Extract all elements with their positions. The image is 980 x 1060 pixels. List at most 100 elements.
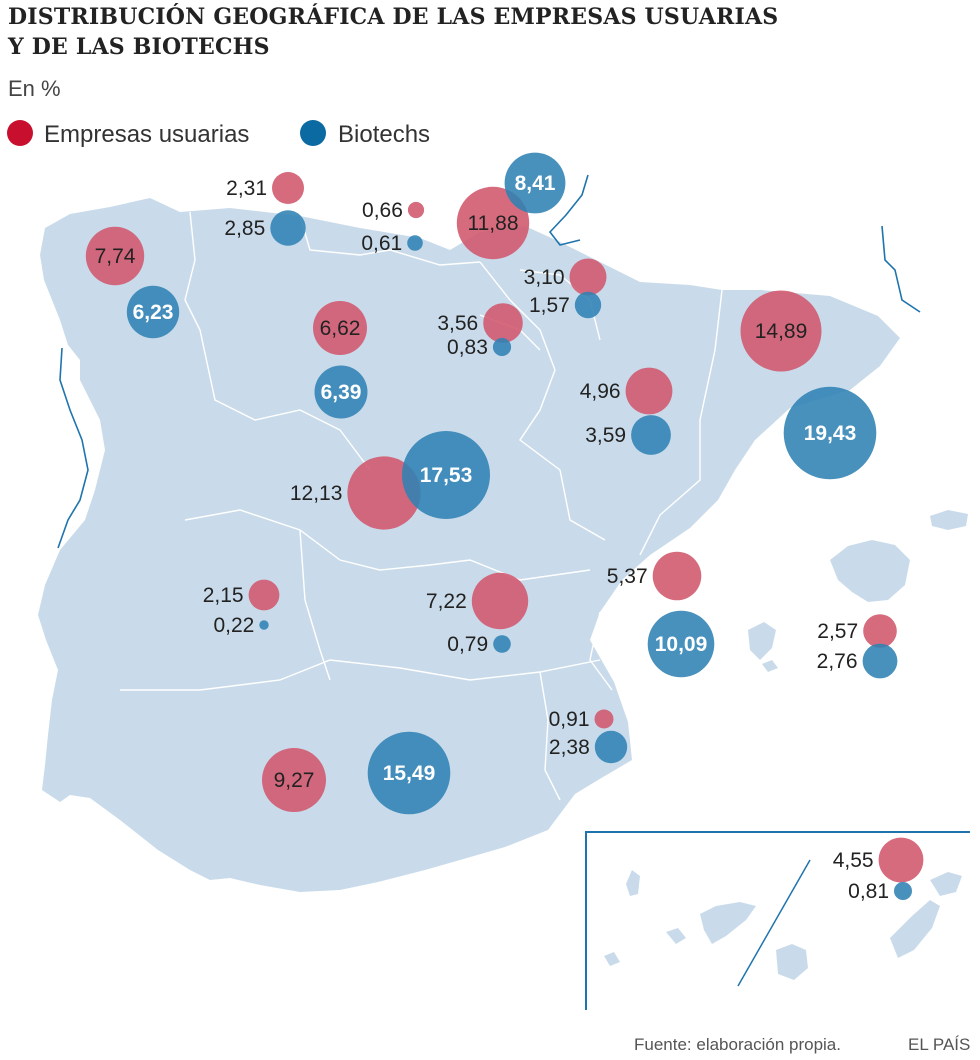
bubble-labels: 7,74 2,31 0,66 11,88 3,10 3,56 6,62 14,89 4,96 12… (95, 172, 889, 903)
island-fuerteventura (890, 900, 940, 958)
canary-inset (585, 831, 970, 1010)
subtitle: En % (8, 76, 61, 101)
title-line-1: DISTRIBUCIÓN GEOGRÁFICA DE LAS EMPRESAS … (8, 3, 778, 30)
label-usuarias-2: 2,31 (226, 177, 267, 200)
coast-portugal-north (57, 347, 89, 549)
label-biotechs-15: 2,38 (549, 736, 590, 759)
legend-usuarias-label: Empresas usuarias (44, 121, 249, 148)
inset-frame (585, 831, 970, 1010)
coast-details (57, 174, 921, 549)
label-biotechs-10: 17,53 (420, 464, 473, 487)
island-formentera (762, 660, 778, 672)
island-lanzarote (930, 872, 962, 896)
label-biotechs-9: 3,59 (585, 424, 626, 447)
border-aragon-w (479, 261, 606, 541)
brand-logo: EL PAÍS (908, 1035, 970, 1054)
island-el-hierro (604, 952, 620, 966)
label-biotechs-5: 1,57 (529, 294, 570, 317)
label-biotechs-6: 0,83 (447, 336, 488, 359)
label-usuarias-7: 6,62 (320, 317, 361, 340)
label-biotechs-7: 6,39 (321, 381, 362, 404)
legend: Empresas usuarias Biotechs (7, 120, 430, 148)
border-cantabria (299, 215, 481, 266)
label-biotechs-14: 2,76 (817, 650, 858, 673)
bubble-biotechs-13 (647, 610, 715, 678)
bubble-usuarias-5 (569, 258, 607, 296)
island-ibiza (748, 622, 776, 660)
label-biotechs-1: 6,23 (133, 301, 174, 324)
bubble-biotechs-14 (862, 643, 898, 679)
bubbles-biotechs (126, 152, 912, 900)
label-usuarias-11: 2,15 (203, 584, 244, 607)
border-valencia (589, 611, 613, 691)
label-biotechs-11: 0,22 (213, 614, 254, 637)
bubble-usuarias-13 (652, 551, 702, 601)
label-usuarias-13: 5,37 (607, 565, 648, 588)
label-usuarias-8: 14,89 (755, 320, 808, 343)
bubble-usuarias-1 (85, 226, 145, 286)
bubble-usuarias-17 (878, 837, 924, 883)
label-usuarias-12: 7,22 (426, 590, 467, 613)
bubble-usuarias-9 (625, 367, 673, 415)
border-andalucia-n (120, 659, 601, 691)
source-note: Fuente: elaboración propia. (634, 1035, 841, 1054)
label-usuarias-10: 12,13 (290, 482, 343, 505)
label-usuarias-6: 3,56 (437, 312, 478, 335)
label-biotechs-2: 2,85 (224, 217, 265, 240)
label-biotechs-17: 0,81 (848, 880, 889, 903)
bubbles-usuarias (85, 172, 924, 883)
inset-divider (737, 859, 811, 987)
bubble-biotechs-16 (367, 731, 451, 815)
bubble-biotechs-15 (594, 730, 628, 764)
island-mallorca (830, 540, 910, 602)
label-biotechs-3: 0,61 (361, 232, 402, 255)
label-biotechs-16: 15,49 (383, 762, 436, 785)
label-usuarias-15: 0,91 (549, 708, 590, 731)
label-usuarias-16: 9,27 (274, 769, 315, 792)
bubble-usuarias-2 (272, 172, 304, 204)
map-land (38, 198, 968, 892)
bubble-usuarias-8 (740, 290, 822, 372)
bubble-usuarias-11 (248, 579, 280, 611)
legend-biotechs-swatch (300, 120, 326, 146)
legend-usuarias-swatch (7, 120, 33, 146)
island-gran-canaria (776, 944, 808, 980)
label-biotechs-13: 10,09 (655, 633, 708, 656)
bubble-usuarias-4 (456, 186, 530, 260)
label-biotechs-4: 8,41 (515, 172, 556, 195)
label-usuarias-9: 4,96 (580, 380, 621, 403)
border-extremadura-e (299, 529, 331, 681)
coast-gipuzkoa (548, 174, 589, 246)
spain-mainland (38, 198, 900, 892)
label-usuarias-1: 7,74 (95, 245, 136, 268)
label-biotechs-8: 19,43 (804, 422, 857, 445)
bubble-usuarias-15 (594, 709, 614, 729)
legend-biotechs-label: Biotechs (338, 121, 430, 148)
bubble-biotechs-11 (259, 620, 269, 630)
bubble-usuarias-3 (407, 201, 425, 219)
label-usuarias-4: 11,88 (468, 212, 519, 235)
island-la-palma (626, 870, 640, 896)
bubble-biotechs-6 (492, 337, 512, 357)
bubble-biotechs-1 (126, 285, 180, 339)
island-la-gomera (666, 928, 686, 944)
island-menorca (930, 510, 968, 530)
bubble-biotechs-17 (894, 882, 912, 900)
border-castilla-leon-w (184, 211, 371, 471)
bubble-biotechs-8 (783, 386, 877, 480)
bubble-biotechs-2 (270, 210, 306, 246)
border-cataluna (639, 289, 723, 556)
bubble-usuarias-6 (483, 303, 523, 343)
border-murcia (539, 671, 561, 801)
label-usuarias-3: 0,66 (362, 199, 403, 222)
bubble-biotechs-4 (504, 152, 566, 214)
label-biotechs-12: 0,79 (447, 633, 488, 656)
bubble-usuarias-16 (262, 748, 326, 812)
bubble-usuarias-14 (863, 614, 897, 648)
bubble-biotechs-5 (574, 291, 602, 319)
bubble-biotechs-3 (407, 235, 423, 251)
bubble-biotechs-7 (314, 365, 368, 419)
bubble-biotechs-12 (493, 635, 511, 653)
bubble-usuarias-12 (471, 572, 529, 630)
